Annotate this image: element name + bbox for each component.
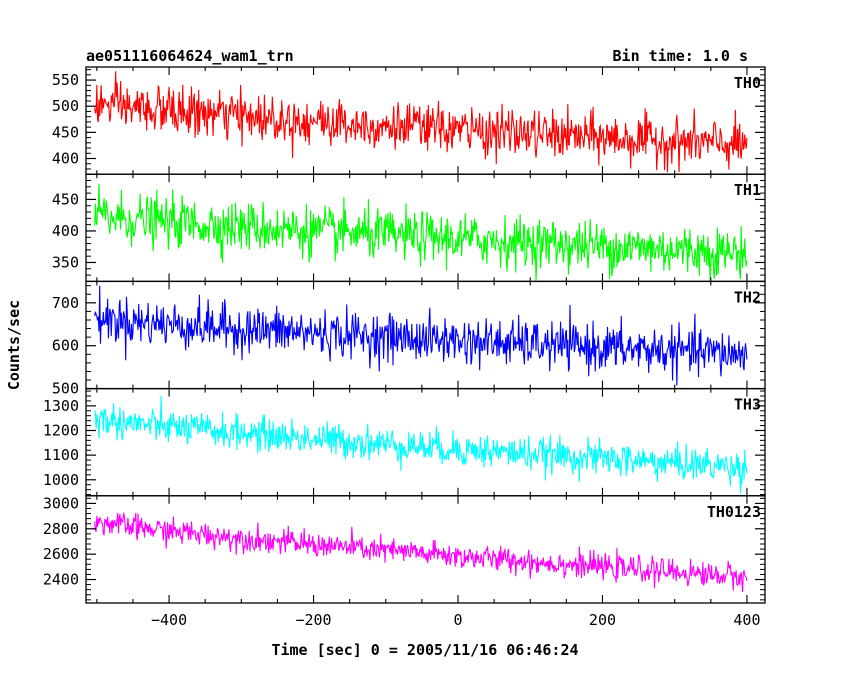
y-tick-label: 1000 — [43, 471, 79, 489]
y-axis-title: Counts/sec — [5, 300, 23, 390]
x-axis-title: Time [sec] 0 = 2005/11/16 06:46:24 — [271, 641, 578, 659]
plot-title: ae051116064624_wam1_trn — [86, 47, 294, 65]
series-line-th0123 — [94, 511, 748, 593]
y-tick-label: 600 — [52, 337, 79, 355]
panel-frame-th1 — [85, 173, 766, 283]
x-tick-label: 400 — [733, 611, 760, 629]
y-tick-label: 400 — [52, 150, 79, 168]
series-line-th3 — [94, 395, 748, 494]
panel-label-th3: TH3 — [734, 396, 761, 414]
y-tick-label: 450 — [52, 190, 79, 208]
panel-label-th1: TH1 — [734, 181, 761, 199]
y-tick-label: 350 — [52, 253, 79, 271]
y-tick-label: 450 — [52, 123, 79, 141]
y-tick-label: 500 — [52, 97, 79, 115]
panel-label-th0: TH0 — [734, 74, 761, 92]
y-tick-label: 1300 — [43, 397, 79, 415]
bin-time-label: Bin time: 1.0 s — [613, 47, 748, 65]
y-tick-label: 700 — [52, 294, 79, 312]
y-tick-label: 2600 — [43, 545, 79, 563]
y-tick-label: 3000 — [43, 494, 79, 512]
series-line-th1 — [94, 183, 748, 282]
series-line-th2 — [94, 285, 748, 386]
panels-group: TH0 400 450 500 550 TH1 350 400 450 TH2 500 600 700 T… — [43, 66, 766, 629]
y-tick-label: 2400 — [43, 571, 79, 589]
x-tick-label: −200 — [295, 611, 331, 629]
x-tick-label: 0 — [453, 611, 462, 629]
y-tick-label: 550 — [52, 71, 79, 89]
x-tick-label: 200 — [589, 611, 616, 629]
y-tick-label: 500 — [52, 380, 79, 398]
panel-label-th2: TH2 — [734, 288, 761, 306]
y-tick-label: 400 — [52, 222, 79, 240]
series-line-th0 — [94, 71, 748, 173]
y-tick-label: 2800 — [43, 520, 79, 538]
panel-label-th0123: TH0123 — [707, 503, 761, 521]
y-tick-label: 1200 — [43, 421, 79, 439]
panel-frame-th0123 — [85, 495, 766, 604]
x-tick-label: −400 — [151, 611, 187, 629]
y-tick-label: 1100 — [43, 446, 79, 464]
